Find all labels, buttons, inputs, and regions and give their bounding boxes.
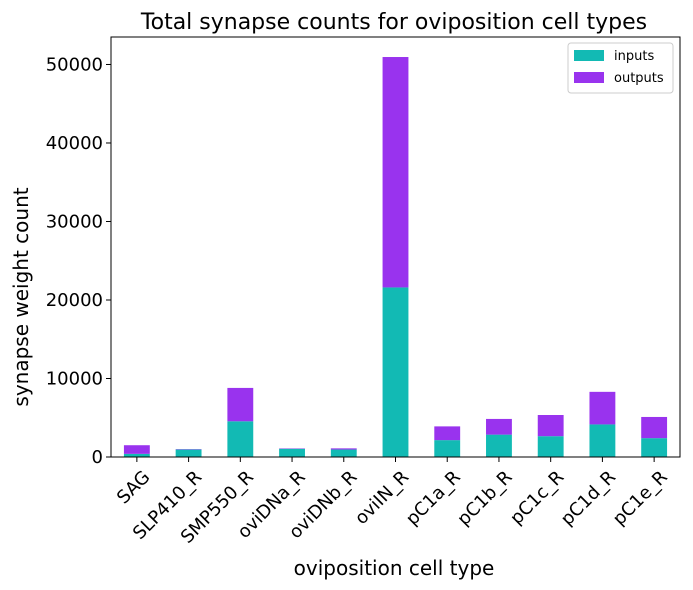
bar-inputs-pC1c_R: [537, 436, 564, 457]
bar-outputs-pC1a_R: [434, 426, 461, 441]
bar-outputs-pC1d_R: [589, 391, 616, 425]
y-tick-label: 0: [92, 447, 103, 468]
bar-inputs-SAG: [123, 453, 150, 457]
bar-outputs-pC1b_R: [486, 418, 512, 435]
bar-inputs-SLP410_R: [175, 449, 202, 457]
x-tick-label: pC1d_R: [557, 467, 620, 530]
y-tick-label: 50000: [46, 54, 103, 75]
chart-title: Total synapse counts for oviposition cel…: [140, 10, 647, 35]
x-tick-label: pC1e_R: [609, 467, 672, 530]
x-tick-label: pC1b_R: [453, 467, 516, 530]
plot-frame: [110, 36, 681, 458]
y-tick-label: 10000: [46, 368, 103, 389]
plot-area: SAGSLP410_RSMP550_RoviDNa_RoviDNb_RoviIN…: [46, 36, 681, 548]
bar-outputs-oviDNb_R: [330, 448, 357, 450]
y-tick-label: 20000: [46, 290, 103, 311]
bar-inputs-pC1b_R: [486, 434, 512, 457]
legend-swatch-outputs: [574, 72, 604, 83]
x-tick-label: pC1a_R: [402, 467, 465, 530]
bar-outputs-pC1e_R: [641, 416, 668, 439]
bar-inputs-pC1e_R: [641, 438, 668, 457]
y-tick-label: 40000: [46, 133, 103, 154]
legend-label-outputs: outputs: [614, 71, 664, 86]
bar-inputs-oviDNb_R: [330, 449, 357, 457]
bar-inputs-oviDNa_R: [279, 448, 305, 457]
bar-inputs-pC1d_R: [589, 424, 616, 457]
y-tick-label: 30000: [46, 211, 103, 232]
legend-swatch-inputs: [574, 50, 604, 61]
bar-outputs-SAG: [123, 445, 150, 454]
x-tick-label: pC1c_R: [506, 467, 568, 529]
legend-label-inputs: inputs: [614, 49, 654, 64]
bar-outputs-oviIN_R: [382, 57, 409, 288]
bar-outputs-SMP550_R: [227, 387, 254, 422]
x-tick-label: oviIN_R: [351, 467, 413, 529]
bar-inputs-pC1a_R: [434, 440, 461, 457]
legend: inputs outputs: [567, 42, 674, 94]
x-axis-label: oviposition cell type: [294, 556, 495, 580]
bar-inputs-oviIN_R: [382, 287, 409, 457]
bar-inputs-SMP550_R: [227, 421, 254, 457]
x-tick-label: SAG: [113, 467, 155, 509]
bar-outputs-pC1c_R: [537, 415, 564, 437]
y-axis-label: synapse weight count: [9, 187, 33, 406]
